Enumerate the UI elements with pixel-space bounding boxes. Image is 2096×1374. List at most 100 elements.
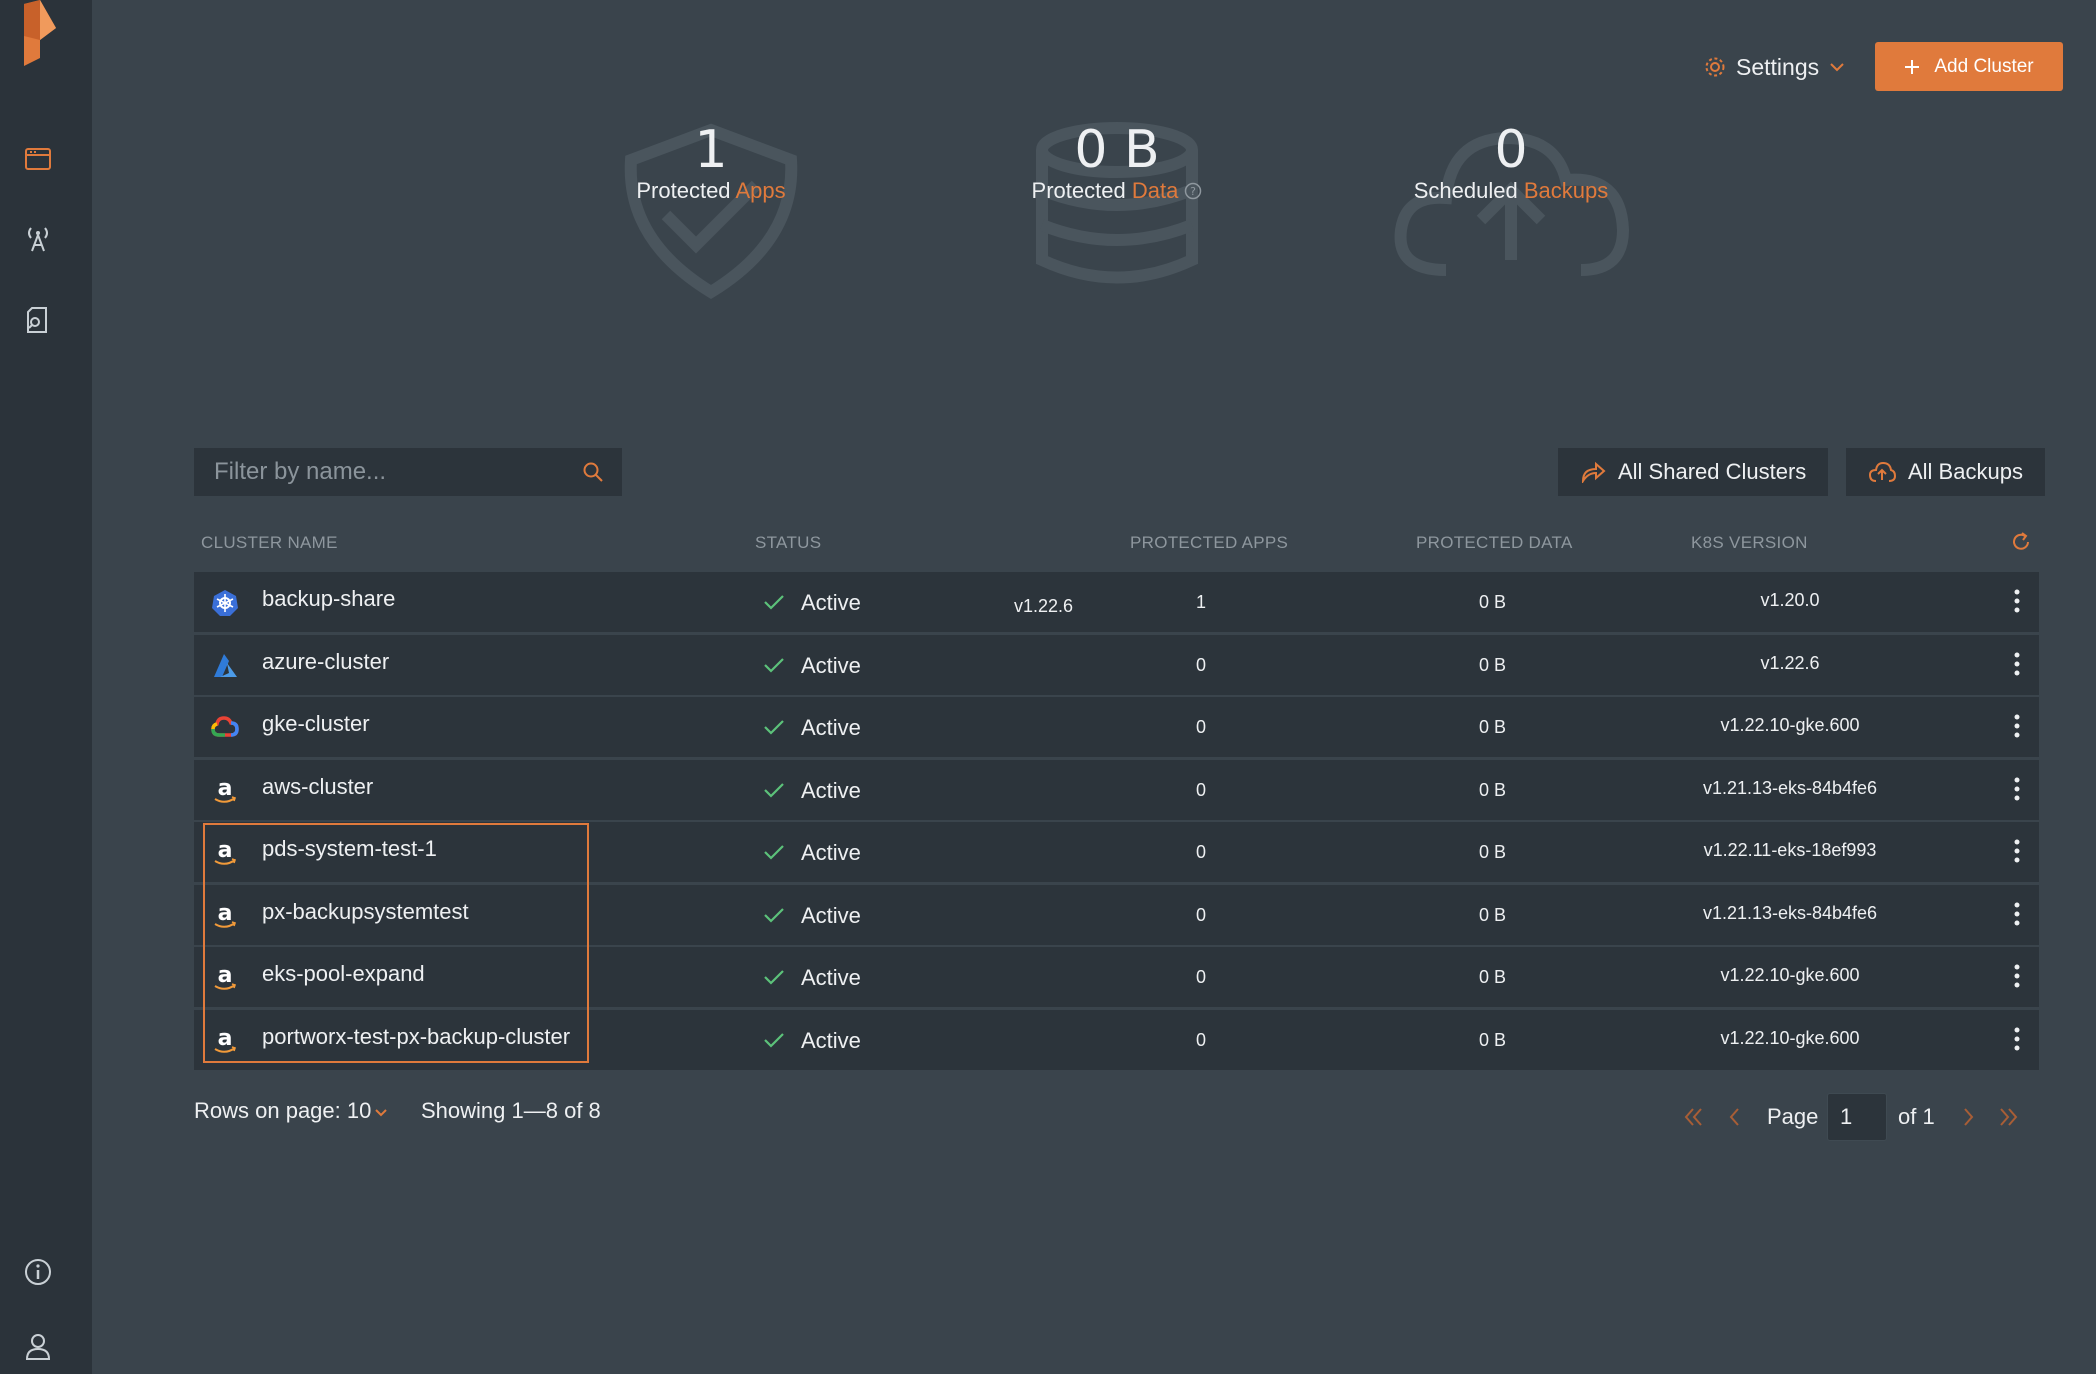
more-options-icon[interactable] xyxy=(2013,901,2021,927)
azure-logo-icon xyxy=(210,651,240,681)
protected-apps: 0 xyxy=(1196,842,1207,862)
last-page-icon[interactable] xyxy=(1995,1104,2021,1130)
help-icon[interactable]: ? xyxy=(1184,182,1202,200)
gear-icon xyxy=(1705,57,1725,77)
protected-data: 0 B xyxy=(1479,905,1507,925)
cluster-name[interactable]: px-backupsystemtest xyxy=(262,899,469,924)
page-label: Page xyxy=(1767,1104,1819,1129)
protected-apps: 0 xyxy=(1196,1030,1207,1050)
page-number-input[interactable] xyxy=(1827,1093,1887,1141)
svg-text:a: a xyxy=(218,901,233,926)
k8s-version: v1.22.6 xyxy=(1760,653,1820,673)
sidebar xyxy=(0,0,92,1374)
cluster-name[interactable]: eks-pool-expand xyxy=(262,961,425,986)
shield-icon xyxy=(624,123,798,300)
check-icon xyxy=(764,783,784,798)
kubernetes-logo-icon xyxy=(210,588,240,618)
refresh-icon[interactable] xyxy=(2010,531,2032,553)
aws-logo-icon: a xyxy=(210,963,240,993)
protected-apps: 1 xyxy=(1196,592,1207,612)
column-header-k8s[interactable]: K8S VERSION xyxy=(1691,533,1808,552)
gcp-logo-icon xyxy=(210,713,240,743)
cluster-name[interactable]: azure-cluster xyxy=(262,649,390,674)
cloud-upload-icon xyxy=(1868,461,1896,482)
antenna-nav-icon[interactable] xyxy=(22,223,54,255)
status-text: Active xyxy=(801,840,861,865)
all-backups-button[interactable]: All Backups xyxy=(1846,448,2045,496)
table-row[interactable]: a aws-cluster Active 0 0 B v1.21.13-eks-84b4f… xyxy=(194,760,2039,820)
chevron-down-icon xyxy=(1830,63,1844,72)
showing-count: Showing 1—8 of 8 xyxy=(421,1098,601,1123)
protected-data: 0 B xyxy=(1479,717,1507,737)
check-icon xyxy=(764,595,784,610)
more-options-icon[interactable] xyxy=(2013,1026,2021,1052)
rows-per-page-select[interactable]: Rows on page: 10 xyxy=(194,1098,388,1124)
svg-text:a: a xyxy=(218,838,233,863)
more-options-icon[interactable] xyxy=(2013,651,2021,677)
cluster-name[interactable]: aws-cluster xyxy=(262,774,374,799)
table-row[interactable]: a px-backupsystemtest Active 0 0 B v1.21.13-e… xyxy=(194,885,2039,945)
table-row[interactable]: backup-share Active v1.22.6 1 0 B v1.20.0 xyxy=(194,572,2039,632)
protected-apps: 0 xyxy=(1196,655,1207,675)
search-icon[interactable] xyxy=(582,461,604,483)
k8s-version: v1.22.10-gke.600 xyxy=(1720,715,1860,735)
table-row[interactable]: a portworx-test-px-backup-cluster Active 0 0… xyxy=(194,1010,2039,1070)
aws-logo-icon: a xyxy=(210,1026,240,1056)
protected-apps: 0 xyxy=(1196,717,1207,737)
more-options-icon[interactable] xyxy=(2013,776,2021,802)
stat-value: 0 xyxy=(1494,120,1528,180)
column-header-data[interactable]: PROTECTED DATA xyxy=(1416,533,1573,552)
all-shared-clusters-button[interactable]: All Shared Clusters xyxy=(1558,448,1829,496)
svg-text:a: a xyxy=(218,963,233,988)
previous-page-icon[interactable] xyxy=(1722,1104,1748,1130)
all-backups-label: All Backups xyxy=(1908,459,2023,484)
filter-input[interactable] xyxy=(214,458,582,486)
table-row[interactable]: azure-cluster Active 0 0 B v1.22.6 xyxy=(194,635,2039,695)
protected-apps: 0 xyxy=(1196,905,1207,925)
more-options-icon[interactable] xyxy=(2013,838,2021,864)
status-text: Active xyxy=(801,1028,861,1053)
cluster-name[interactable]: portworx-test-px-backup-cluster xyxy=(262,1024,571,1049)
column-header-name[interactable]: CLUSTER NAME xyxy=(201,533,338,552)
next-page-icon[interactable] xyxy=(1955,1104,1981,1130)
add-cluster-button[interactable]: Add Cluster xyxy=(1875,42,2063,91)
cluster-name[interactable]: gke-cluster xyxy=(262,711,370,736)
table-row[interactable]: a pds-system-test-1 Active 0 0 B v1.22.11-eks… xyxy=(194,822,2039,882)
status-text: Active xyxy=(801,778,861,803)
table-row[interactable]: a eks-pool-expand Active 0 0 B v1.22.10-gke.6… xyxy=(194,947,2039,1007)
protected-data: 0 B xyxy=(1479,1030,1507,1050)
settings-label: Settings xyxy=(1736,53,1820,80)
portworx-logo[interactable] xyxy=(18,0,58,70)
cluster-name[interactable]: pds-system-test-1 xyxy=(262,836,437,861)
more-options-icon[interactable] xyxy=(2013,713,2021,739)
column-header-status[interactable]: STATUS xyxy=(755,533,822,552)
share-icon xyxy=(1581,461,1606,483)
extra-version: v1.22.6 xyxy=(1014,596,1074,616)
table-row[interactable]: gke-cluster Active 0 0 B v1.22.10-gke.600 xyxy=(194,697,2039,757)
more-options-icon[interactable] xyxy=(2013,588,2021,614)
k8s-version: v1.21.13-eks-84b4fe6 xyxy=(1702,778,1878,798)
status-text: Active xyxy=(801,965,861,990)
column-header-apps[interactable]: PROTECTED APPS xyxy=(1130,533,1289,552)
svg-text:a: a xyxy=(218,776,233,801)
k8s-version: v1.22.11-eks-18ef993 xyxy=(1703,840,1877,860)
cluster-name[interactable]: backup-share xyxy=(262,586,396,611)
protected-data: 0 B xyxy=(1479,842,1507,862)
info-icon[interactable] xyxy=(22,1256,54,1288)
check-icon xyxy=(764,658,784,673)
clusters-nav-icon[interactable] xyxy=(22,143,54,175)
status-text: Active xyxy=(801,590,861,615)
settings-dropdown[interactable]: Settings xyxy=(1704,50,1845,84)
user-icon[interactable] xyxy=(22,1330,54,1362)
first-page-icon[interactable] xyxy=(1681,1104,1707,1130)
status-text: Active xyxy=(801,653,861,678)
k8s-version: v1.22.10-gke.600 xyxy=(1720,1028,1860,1048)
documents-nav-icon[interactable] xyxy=(22,304,54,336)
more-options-icon[interactable] xyxy=(2013,963,2021,989)
aws-logo-icon: a xyxy=(210,776,240,806)
aws-logo-icon: a xyxy=(210,901,240,931)
stat-value: 1 xyxy=(694,120,728,180)
status-text: Active xyxy=(801,715,861,740)
chevron-down-icon xyxy=(375,1109,388,1117)
stat-protected-apps: 1 Protected Apps xyxy=(561,120,861,320)
